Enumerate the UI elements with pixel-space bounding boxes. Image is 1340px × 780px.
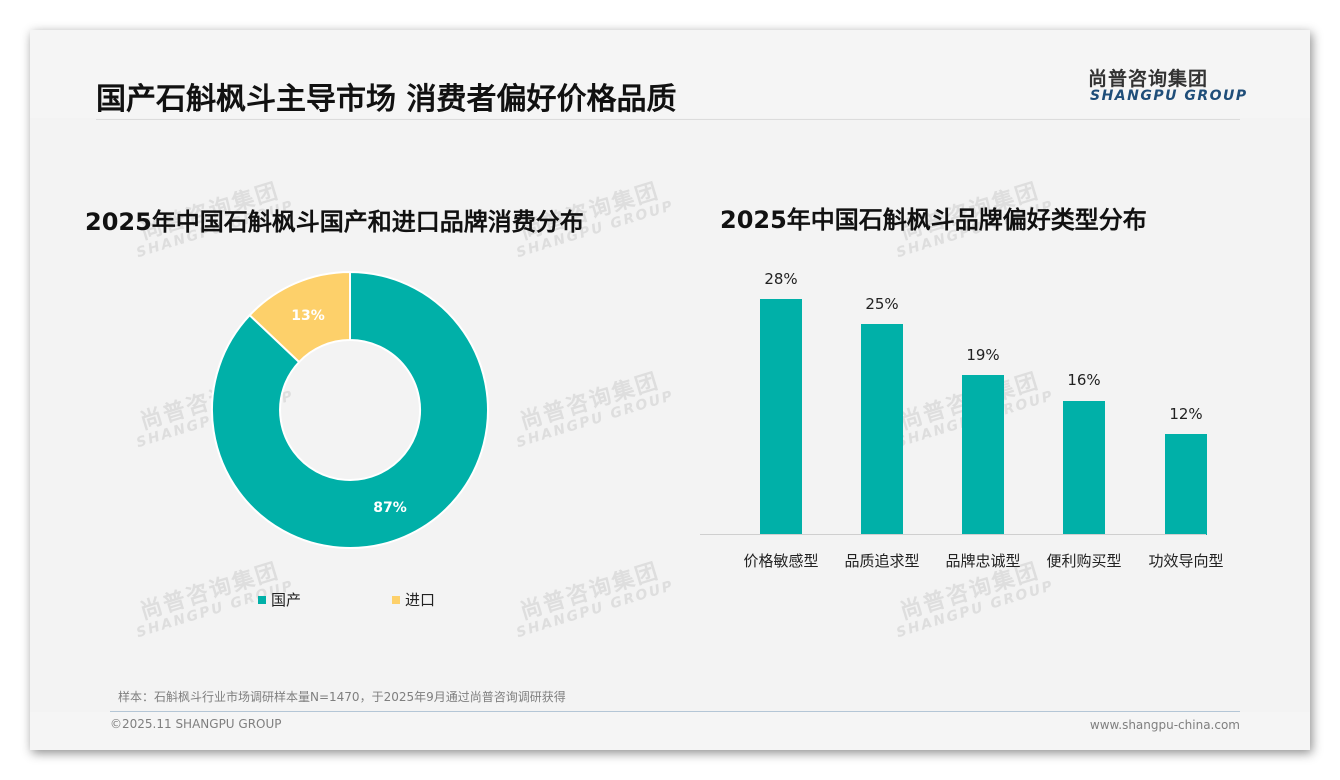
legend-label: 国产 — [271, 591, 302, 609]
title-divider — [96, 119, 1240, 120]
sample-note: 样本：石斛枫斗行业市场调研样本量N=1470，于2025年9月通过尚普咨询调研获… — [118, 690, 566, 704]
page-title: 国产石斛枫斗主导市场 消费者偏好价格品质 — [96, 82, 677, 117]
legend-label: 进口 — [405, 591, 436, 609]
donut-slice-imported[interactable] — [248, 270, 351, 364]
legend-swatch-yellow — [392, 595, 400, 604]
footer-divider — [110, 711, 1240, 712]
donut-chart: 13% 87% — [210, 270, 489, 549]
donut-chart-title: 2025年中国石斛枫斗国产和进口品牌消费分布 — [85, 208, 584, 236]
bar-category-label: 便利购买型 — [1046, 552, 1122, 570]
bar-efficacy-oriented[interactable] — [1165, 434, 1207, 535]
bar-convenience[interactable] — [1063, 401, 1105, 535]
slide: 尚普咨询集团 SHANGPU GROUP 尚普咨询集团 SHANGPU GROUP … — [30, 30, 1310, 750]
bar-category-label: 品质追求型 — [844, 552, 920, 570]
donut-slice-domestic[interactable] — [210, 270, 489, 549]
legend-item-imported[interactable]: 进口 — [392, 589, 435, 610]
logo-text-en: SHANGPU GROUP — [1090, 88, 1248, 104]
bar-price-sensitive[interactable] — [760, 299, 802, 535]
footer-band — [30, 712, 1310, 750]
bar-brand-loyal[interactable] — [962, 375, 1004, 535]
bar-value-label: 12% — [1169, 405, 1203, 423]
bar-category-label: 价格敏感型 — [743, 552, 819, 570]
website-link[interactable]: www.shangpu-china.com — [1089, 718, 1240, 732]
donut-label-imported: 13% — [291, 308, 325, 324]
x-axis-line — [700, 534, 1206, 535]
bar-value-label: 25% — [865, 295, 899, 313]
bar-chart: 28% 价格敏感型 25% 品质追求型 19% 品牌忠诚型 16% 便利购买型 … — [700, 260, 1224, 570]
legend-swatch-teal — [258, 595, 266, 604]
donut-label-domestic: 87% — [373, 500, 407, 516]
bar-category-label: 品牌忠诚型 — [945, 552, 1021, 570]
legend-item-domestic[interactable]: 国产 — [258, 589, 301, 610]
copyright-text: ©2025.11 SHANGPU GROUP — [110, 717, 282, 731]
logo-text-cn: 尚普咨询集团 — [1088, 68, 1209, 90]
bar-value-label: 28% — [764, 270, 798, 288]
bar-value-label: 19% — [966, 346, 1000, 364]
bar-chart-title: 2025年中国石斛枫斗品牌偏好类型分布 — [720, 206, 1147, 234]
header-band — [30, 30, 1310, 118]
bar-value-label: 16% — [1067, 371, 1101, 389]
bar-quality-seeking[interactable] — [861, 324, 903, 535]
bar-category-label: 功效导向型 — [1148, 552, 1224, 570]
